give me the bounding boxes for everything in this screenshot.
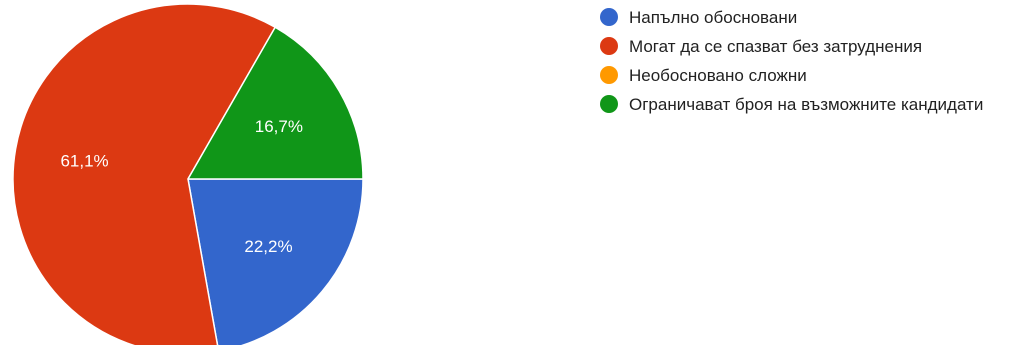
pie-slice-data-label: 61,1% [60,151,108,170]
legend-item-unjustifiably-complex[interactable]: Необосновано сложни [600,64,1005,87]
pie-slice-data-label: 22,2% [244,237,292,256]
legend-item-can-be-met[interactable]: Могат да се спазват без затруднения [600,35,1005,58]
pie-plot-area: 22,2% 61,1% 16,7% [12,3,364,345]
pie-slice-limit-candidates[interactable] [187,26,364,180]
pie-data-labels: 22,2% 61,1% 16,7% [60,117,303,256]
pie-slice-can-be-met[interactable] [12,3,276,345]
legend-item-fully-justified[interactable]: Напълно обосновани [600,6,1005,29]
pie-slice-fully-justified[interactable] [187,178,364,345]
pie-slice-data-label: 16,7% [255,117,303,136]
legend-swatch-green [600,95,618,113]
legend-label: Необосновано сложни [629,66,807,85]
legend-label: Напълно обосновани [629,8,798,27]
legend-swatch-orange [600,66,618,84]
legend-item-limit-candidates[interactable]: Ограничават броя на възможните кандидати [600,93,1005,116]
legend-swatch-blue [600,8,618,26]
legend-swatch-red [600,37,618,55]
legend: Напълно обосновани Могат да се спазват б… [600,6,1005,122]
pie-slices [12,3,364,345]
legend-label: Могат да се спазват без затруднения [629,37,923,56]
legend-label: Ограничават броя на възможните кандидати [629,95,984,114]
